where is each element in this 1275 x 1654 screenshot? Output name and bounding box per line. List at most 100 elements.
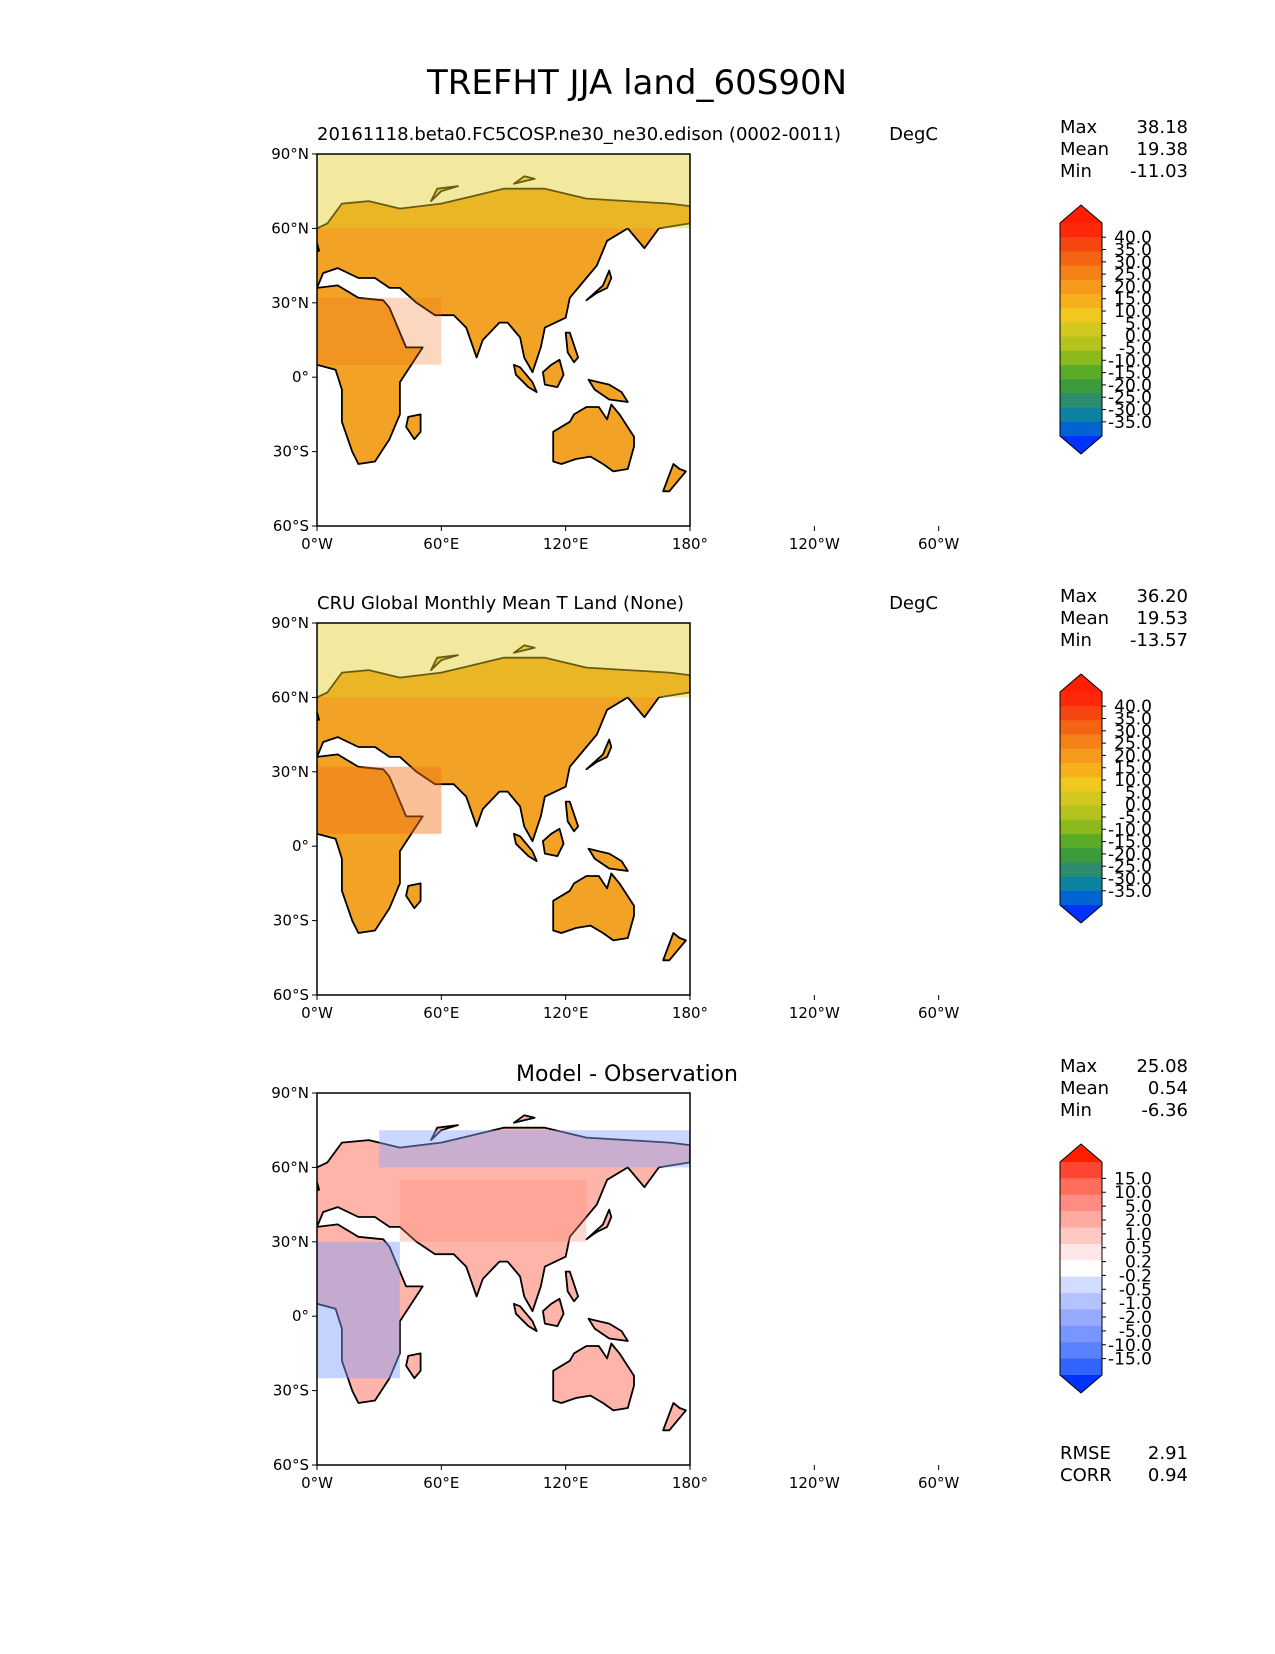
colorbar-segment — [1060, 1309, 1102, 1327]
x-tick-label: 180° — [672, 1474, 708, 1492]
colorbar-label: -10.0 — [1108, 1336, 1152, 1356]
colorbar-segment — [1060, 223, 1102, 238]
landmass-newguinea — [587, 1317, 629, 1342]
x-tick-label: 60°E — [423, 535, 459, 553]
colorbar-label: -0.5 — [1119, 1280, 1152, 1300]
colorbar-segment — [1060, 294, 1102, 309]
landmass-borneo — [542, 358, 565, 389]
colorbar-label: -15.0 — [1108, 1350, 1152, 1370]
stat-label: Mean — [1060, 608, 1109, 629]
x-tick-label: 0°W — [301, 1004, 333, 1022]
colorbar-segment — [1060, 265, 1102, 281]
x-tick-label: 120°E — [543, 1004, 589, 1022]
colorbar-outline — [1059, 1143, 1103, 1394]
x-tick-label: 120°W — [789, 1004, 840, 1022]
colorbar-label: -20.0 — [1108, 376, 1152, 396]
colorbar-label: 15.0 — [1114, 290, 1152, 310]
y-tick-label: 60°S — [273, 1456, 309, 1474]
colorbar-label: 0.5 — [1125, 1239, 1152, 1259]
stat-value: -13.57 — [1130, 630, 1188, 651]
stat-value: 0.54 — [1148, 1078, 1188, 1099]
y-tick-label: 0° — [292, 1307, 309, 1325]
landmass-borneo — [542, 827, 565, 857]
landmass-australia — [552, 1342, 635, 1412]
stat-value: 25.08 — [1136, 1056, 1188, 1077]
colorbar-extend-max — [1060, 674, 1102, 692]
panel-title: CRU Global Monthly Mean T Land (None) — [317, 593, 684, 614]
landmass-newguinea — [587, 847, 629, 872]
stat-value: -6.36 — [1141, 1100, 1188, 1121]
y-tick-label: 0° — [292, 837, 309, 855]
colorbar-segment — [1060, 1325, 1102, 1343]
colorbar-label: 2.0 — [1125, 1211, 1152, 1231]
colorbar-segment — [1060, 336, 1102, 352]
colorbar-label: -10.0 — [1108, 820, 1152, 840]
colorbar-segment — [1060, 1162, 1102, 1179]
panel-units: DegC — [889, 124, 938, 145]
stat-value: 36.20 — [1136, 586, 1188, 607]
stat-label: Min — [1060, 161, 1092, 182]
landmass-borneo — [542, 1297, 565, 1327]
x-tick-label: 120°E — [543, 535, 589, 553]
map-frame — [316, 153, 691, 527]
landmass-arctic2 — [513, 1114, 536, 1124]
colorbar-segment — [1060, 407, 1102, 423]
colorbar-extend-max — [1060, 1144, 1102, 1162]
colorbar-label: -15.0 — [1108, 364, 1152, 384]
colorbar-segment — [1060, 890, 1102, 906]
panel-2: CRU Global Monthly Mean T Land (None) Deg… — [271, 586, 1188, 1022]
colorbar-label: 0.2 — [1125, 1253, 1152, 1273]
colorbar-extend-min — [1060, 905, 1102, 923]
landmass-arctic1 — [430, 185, 459, 203]
metric-label: RMSE — [1060, 1443, 1111, 1464]
figure-title: TREFHT JJA land_60S90N — [426, 63, 847, 103]
stat-value: 38.18 — [1136, 117, 1188, 138]
landmass-africa — [317, 1223, 424, 1404]
landmass-philippines — [564, 331, 579, 364]
colorbar-segment — [1060, 251, 1102, 267]
colorbar-label: -30.0 — [1108, 400, 1152, 420]
colorbar-segment — [1060, 279, 1102, 295]
colorbar-segment — [1060, 393, 1102, 409]
colorbar-segment — [1060, 322, 1102, 338]
colorbar-segment — [1060, 763, 1102, 778]
stat-label: Max — [1060, 1056, 1098, 1077]
colorbar-label: -30.0 — [1108, 869, 1152, 889]
colorbar-segment — [1060, 819, 1102, 835]
stat-value: 19.38 — [1136, 139, 1188, 160]
colorbar-label: 10.0 — [1114, 771, 1152, 791]
colorbar-segment — [1060, 1194, 1102, 1212]
stat-label: Mean — [1060, 1078, 1109, 1099]
landmass-japan — [585, 738, 613, 771]
panel-units: DegC — [889, 593, 938, 614]
y-tick-label: 90°N — [271, 614, 309, 632]
colorbar-segment — [1060, 1276, 1102, 1294]
colorbar-segment — [1060, 692, 1102, 707]
stat-label: Mean — [1060, 139, 1109, 160]
landmass-nz — [662, 463, 687, 493]
colorbar-label: 5.0 — [1125, 314, 1152, 334]
y-tick-label: 90°N — [271, 145, 309, 163]
y-tick-label: 60°N — [271, 688, 309, 706]
landmass-newguinea — [587, 378, 629, 403]
warm-bias-band — [399, 1179, 587, 1242]
colorbar-label: -25.0 — [1108, 857, 1152, 877]
colorbar-label: 40.0 — [1114, 228, 1152, 248]
tropical-band — [317, 766, 442, 834]
map-area — [317, 154, 690, 526]
colorbar-segment — [1060, 1342, 1102, 1360]
landmass-arctic1 — [430, 1124, 459, 1141]
colorbar-extend-min — [1060, 436, 1102, 454]
colorbar-label: -5.0 — [1119, 1322, 1152, 1342]
africa-cool-band — [317, 1241, 400, 1379]
landmass-arctic2 — [513, 644, 536, 654]
colorbar-label: 15.0 — [1114, 1169, 1152, 1189]
y-tick-label: 60°S — [273, 986, 309, 1004]
y-tick-label: 30°N — [271, 294, 309, 312]
colorbar-segment — [1060, 734, 1102, 750]
landmass-philippines — [564, 1270, 579, 1303]
colorbar-segment — [1060, 876, 1102, 892]
landmass-nz — [662, 1402, 687, 1432]
y-tick-label: 60°S — [273, 517, 309, 535]
colorbar-label: -15.0 — [1108, 833, 1152, 853]
